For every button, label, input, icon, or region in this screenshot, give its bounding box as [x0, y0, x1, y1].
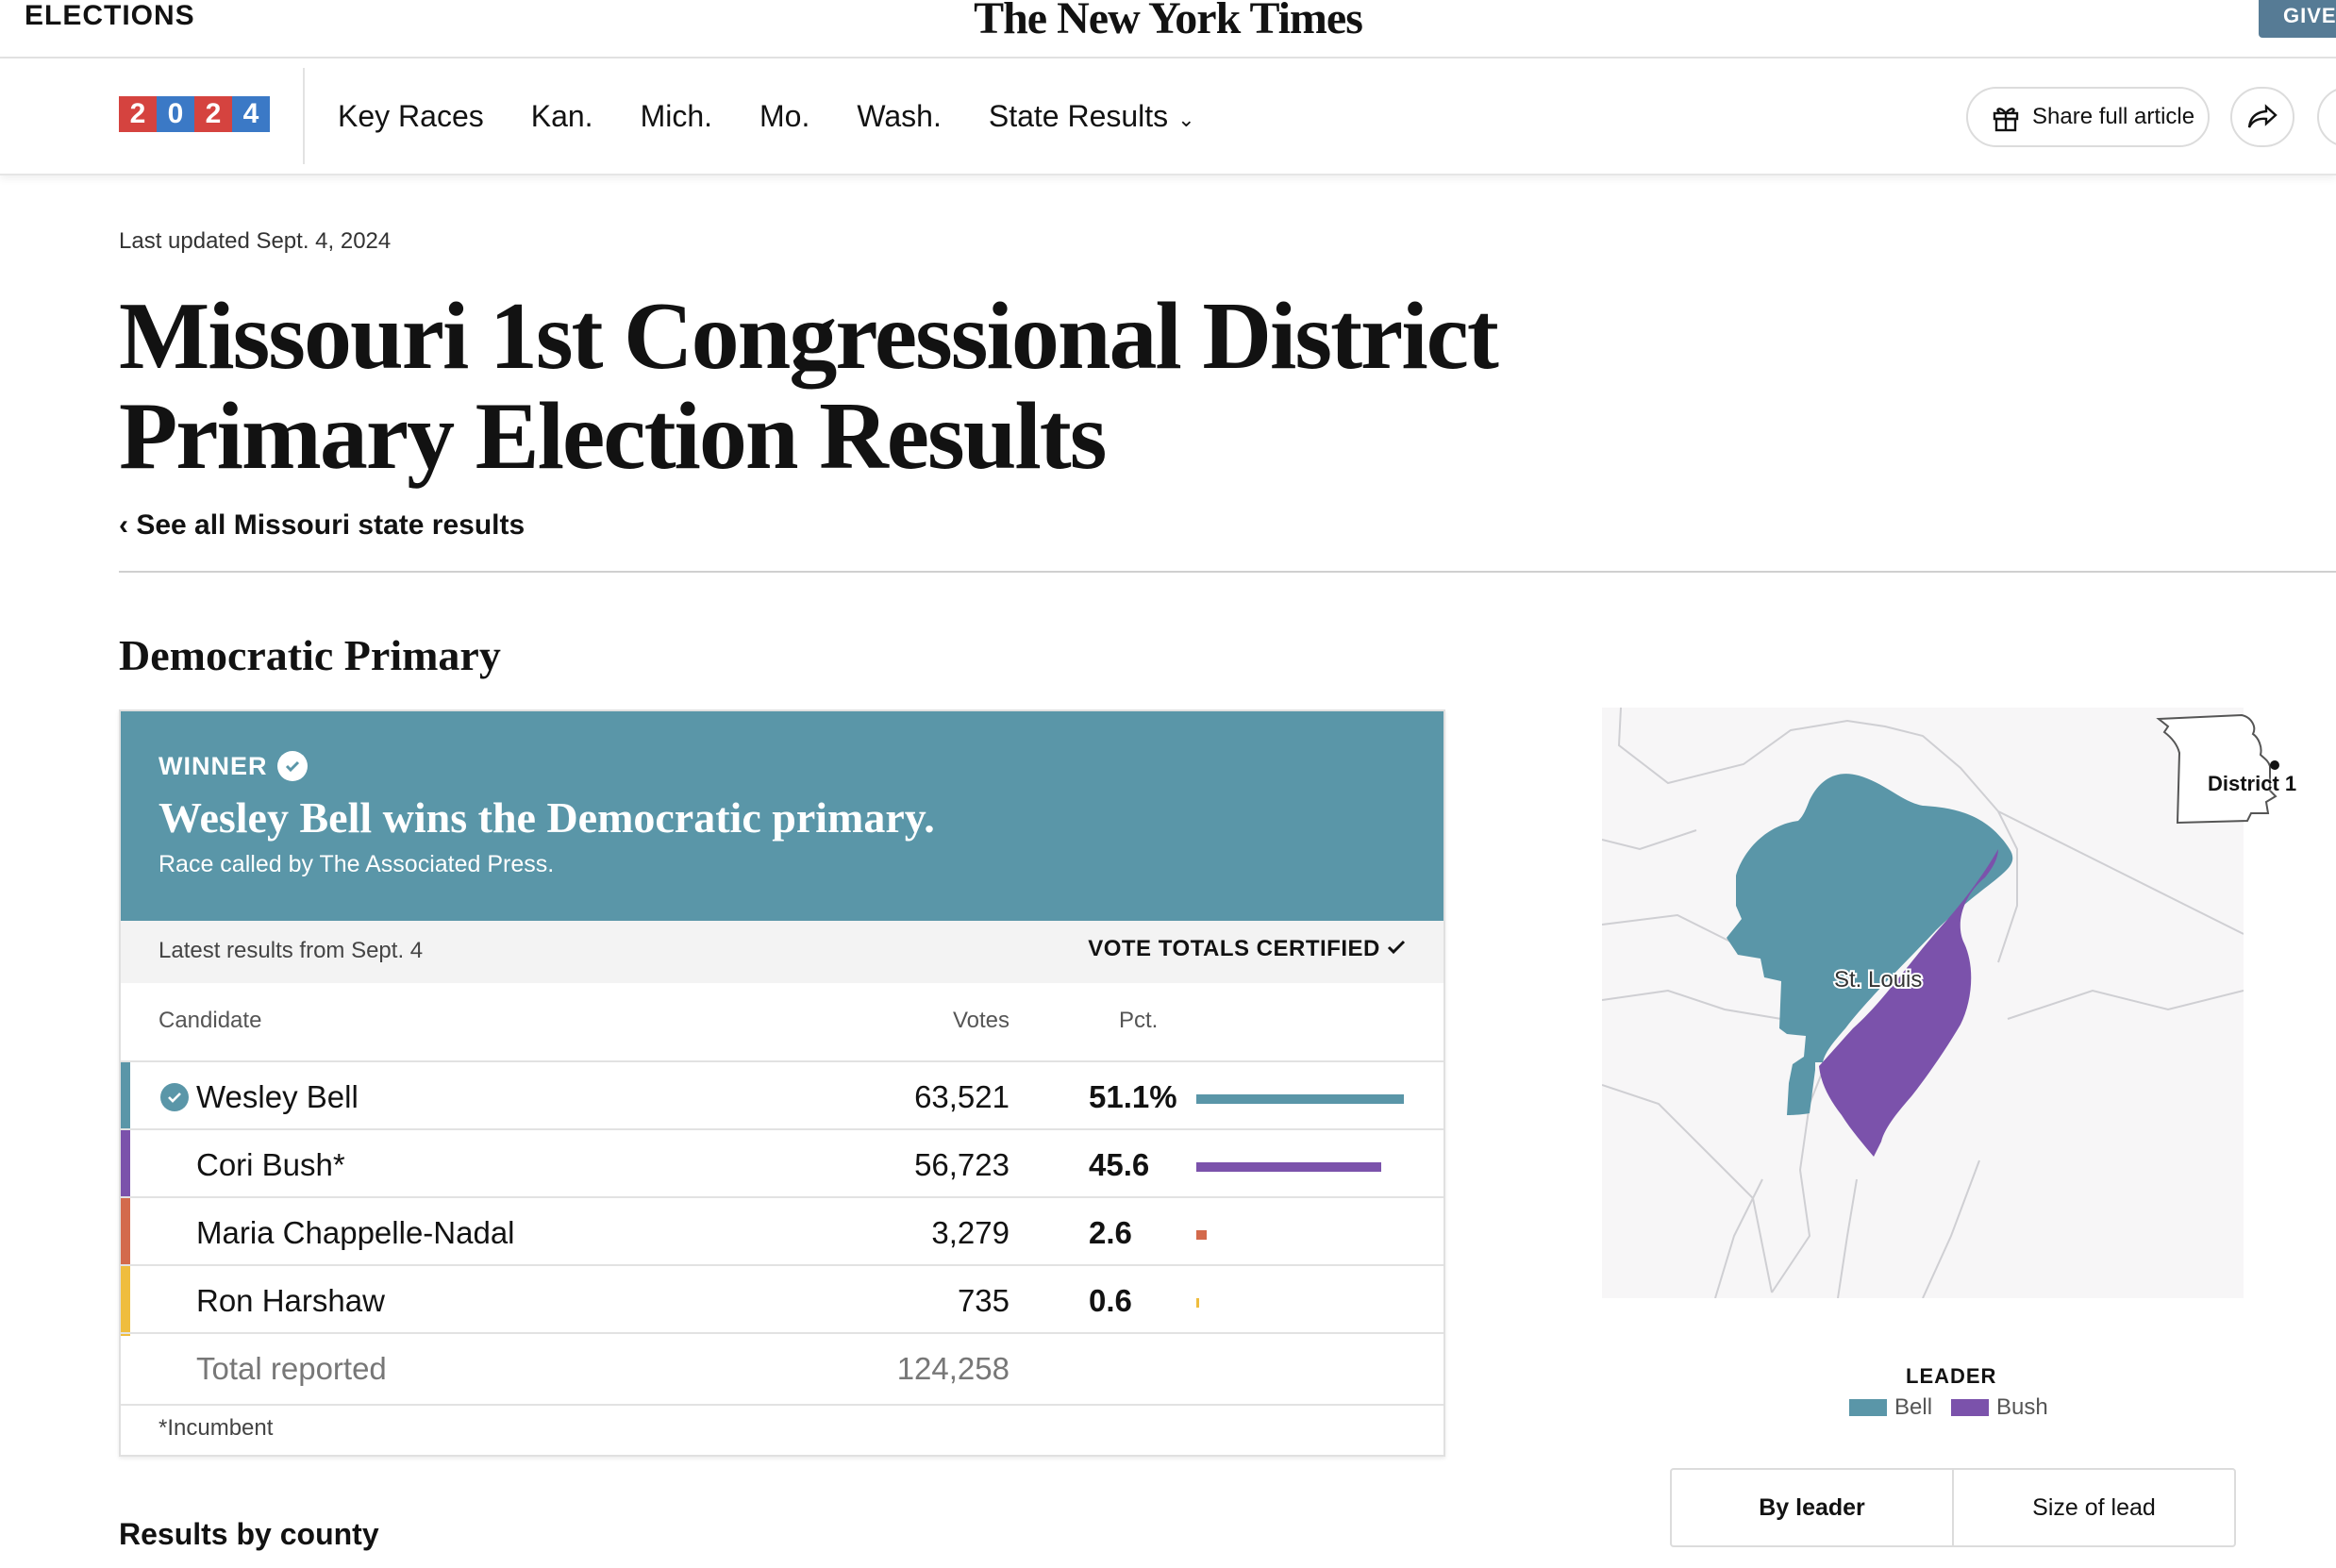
section-label-elections[interactable]: ELECTIONS: [25, 0, 195, 31]
candidate-color-stripe: [121, 1130, 130, 1200]
candidate-row: Cori Bush* 56,723 45.6: [121, 1128, 1443, 1202]
candidate-name: Cori Bush*: [196, 1147, 345, 1182]
candidate-votes: 735: [957, 1283, 1009, 1318]
nav-link-key-races[interactable]: Key Races: [338, 99, 484, 133]
share-label: Share full article: [2032, 104, 2195, 129]
checkmark-icon: [276, 751, 308, 781]
winner-text: WINNER: [159, 751, 268, 780]
nav-divider: [303, 68, 305, 164]
winner-headline: Wesley Bell wins the Democratic primary.: [159, 793, 935, 842]
masthead-logo[interactable]: The New York Times: [974, 0, 1363, 43]
toggle-size-of-lead[interactable]: Size of lead: [2032, 1493, 2156, 1521]
elections-nav-bar: 2 0 2 4 Key Races Kan. Mich. Mo. Wash. S…: [0, 58, 2336, 175]
section-divider: [119, 571, 2336, 573]
candidate-pct-bar: [1196, 1298, 1199, 1308]
winner-banner: WINNER Wesley Bell wins the Democratic p…: [121, 711, 1443, 921]
logo-digit: 2: [119, 96, 157, 132]
row-divider: [121, 1404, 1443, 1406]
nav-link-missouri[interactable]: Mo.: [759, 99, 810, 133]
logo-digit: 0: [157, 96, 194, 132]
candidate-pct-bar: [1196, 1230, 1208, 1240]
candidate-pct: 51.1%: [1089, 1079, 1177, 1114]
latest-results-text: Latest results from Sept. 4: [159, 938, 424, 963]
nav-link-kansas[interactable]: Kan.: [530, 99, 593, 133]
map-city-label: St. Louis: [1834, 967, 1922, 993]
candidate-votes: 63,521: [914, 1079, 1009, 1114]
more-button[interactable]: [2317, 87, 2336, 147]
legend-title: LEADER: [1906, 1364, 1997, 1388]
winner-label: WINNER: [159, 751, 308, 781]
candidate-name: Ron Harshaw: [196, 1283, 385, 1318]
candidate-name: Maria Chappelle-Nadal: [196, 1215, 515, 1250]
title-line-2: Primary Election Results: [119, 383, 1107, 490]
candidate-color-stripe: [121, 1062, 130, 1132]
results-table-card: WINNER Wesley Bell wins the Democratic p…: [119, 709, 1445, 1457]
locator-district-label: District 1: [2208, 772, 2297, 795]
state-results-label: State Results: [988, 99, 1169, 133]
race-heading: Democratic Primary: [119, 631, 501, 679]
legend-swatch: [1951, 1399, 1990, 1416]
candidate-votes: 56,723: [914, 1147, 1009, 1182]
total-votes: 124,258: [896, 1351, 1009, 1386]
candidate-color-stripe: [121, 1198, 130, 1268]
gift-icon: [1993, 108, 2019, 132]
share-arrow-icon: [2247, 104, 2278, 128]
legend-label: Bush: [1996, 1394, 2048, 1420]
legend-item-bush: Bush: [1951, 1394, 2048, 1421]
state-results-dropdown[interactable]: State Results ⌄: [989, 96, 1195, 140]
winner-check-icon: [160, 1083, 189, 1111]
results-status-row: Latest results from Sept. 4 VOTE TOTALS …: [121, 921, 1443, 983]
page-title: Missouri 1st Congressional District Prim…: [119, 287, 1534, 487]
candidate-row: Maria Chappelle-Nadal 3,279 2.6: [121, 1196, 1443, 1270]
checkmark-icon: [1387, 940, 1406, 955]
candidate-pct: 0.6: [1089, 1283, 1132, 1318]
column-header-pct: Pct.: [1119, 1008, 1159, 1033]
race-called-note: Race called by The Associated Press.: [159, 851, 555, 877]
total-reported-row: Total reported 124,258: [121, 1332, 1443, 1406]
top-bar: ELECTIONS The New York Times GIVE: [0, 0, 2336, 58]
nav-links: Key Races Kan. Mich. Mo. Wash. State Res…: [338, 96, 1243, 140]
logo-digit: 4: [232, 96, 270, 132]
candidate-votes: 3,279: [931, 1215, 1009, 1250]
column-header-votes: Votes: [952, 1008, 1009, 1033]
candidate-pct: 45.6: [1089, 1147, 1150, 1182]
candidate-pct-bar: [1196, 1162, 1382, 1172]
candidate-pct-bar: [1196, 1094, 1404, 1104]
certified-label: VOTE TOTALS CERTIFIED: [1088, 936, 1380, 961]
see-all-missouri-results-link[interactable]: ‹ See all Missouri state results: [119, 509, 526, 541]
nav-link-michigan[interactable]: Mich.: [640, 99, 713, 133]
results-by-county-heading: Results by county: [119, 1517, 379, 1551]
vote-totals-certified: VOTE TOTALS CERTIFIED: [1088, 936, 1406, 962]
last-updated: Last updated Sept. 4, 2024: [119, 228, 392, 254]
logo-digit: 2: [194, 96, 232, 132]
toggle-by-leader[interactable]: By leader: [1672, 1470, 1954, 1545]
share-button[interactable]: [2230, 87, 2294, 147]
map-region-bell[interactable]: [1727, 774, 2013, 1115]
share-full-article-button[interactable]: Share full article: [1966, 87, 2210, 147]
candidate-row: Wesley Bell 63,521 51.1%: [121, 1060, 1443, 1134]
legend-swatch: [1849, 1399, 1887, 1416]
total-label: Total reported: [196, 1351, 387, 1386]
missouri-outline-icon: [2156, 713, 2279, 825]
map-mode-toggle: By leader Size of lead: [1670, 1468, 2236, 1547]
give-button[interactable]: GIVE: [2259, 0, 2336, 38]
chevron-down-icon: ⌄: [1177, 108, 1195, 131]
nav-link-washington[interactable]: Wash.: [857, 99, 942, 133]
district-map[interactable]: St. Louis: [1602, 708, 2244, 1298]
candidate-color-stripe: [121, 1266, 130, 1336]
map-region-bush[interactable]: [1819, 849, 1998, 1157]
missouri-locator-map: District 1: [2153, 709, 2313, 842]
legend-label: Bell: [1894, 1394, 1933, 1420]
district-map-svg: St. Louis: [1602, 708, 2244, 1298]
candidate-name: Wesley Bell: [196, 1079, 359, 1114]
legend-item-bell: Bell: [1849, 1394, 1932, 1421]
title-line-1: Missouri 1st Congressional District: [119, 283, 1499, 390]
incumbent-footnote: *Incumbent: [159, 1415, 274, 1441]
candidate-pct: 2.6: [1089, 1215, 1132, 1250]
column-header-candidate: Candidate: [159, 1008, 262, 1033]
candidate-row: Ron Harshaw 735 0.6: [121, 1264, 1443, 1338]
map-legend: Bell Bush: [1849, 1394, 2067, 1421]
elections-2024-logo[interactable]: 2 0 2 4: [119, 96, 270, 132]
